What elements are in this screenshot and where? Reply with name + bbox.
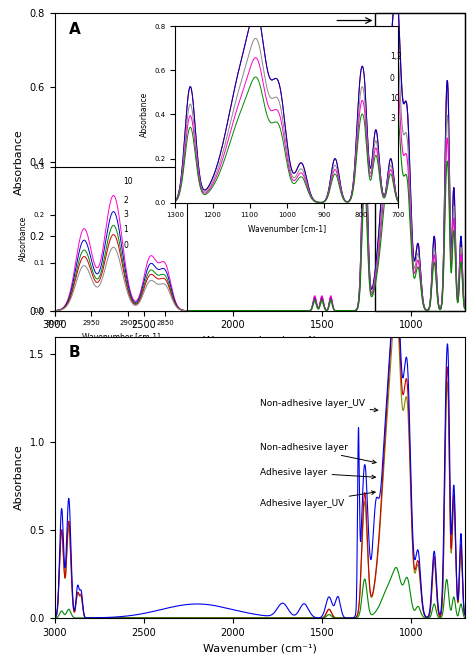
Text: Non-adhesive layer_UV: Non-adhesive layer_UV — [259, 399, 378, 411]
Text: 0: 0 — [374, 111, 379, 119]
Text: Adhesive layer: Adhesive layer — [259, 468, 375, 479]
X-axis label: Wavenumber [cm-1]: Wavenumber [cm-1] — [82, 332, 160, 341]
Bar — [375, 13, 465, 311]
Y-axis label: Absorbance: Absorbance — [19, 216, 28, 262]
Text: A: A — [69, 22, 81, 37]
Text: 10: 10 — [390, 94, 400, 103]
X-axis label: Wavenumber (cm⁻¹): Wavenumber (cm⁻¹) — [202, 644, 317, 653]
Y-axis label: Absorbance: Absorbance — [140, 92, 149, 137]
Text: 10: 10 — [374, 140, 384, 149]
Y-axis label: Absorbance: Absorbance — [14, 129, 24, 195]
Text: 3: 3 — [390, 114, 395, 123]
Text: 2: 2 — [123, 196, 128, 205]
Text: 3: 3 — [374, 170, 379, 179]
Text: B: B — [69, 345, 81, 360]
X-axis label: Wavenumber [cm-1]: Wavenumber [cm-1] — [248, 224, 326, 233]
Y-axis label: Absorbance: Absorbance — [14, 445, 24, 510]
Text: Adhesive layer_UV: Adhesive layer_UV — [259, 491, 375, 508]
Text: 10: 10 — [123, 177, 133, 186]
Text: 1,2: 1,2 — [390, 52, 402, 61]
Text: 0: 0 — [390, 75, 395, 83]
X-axis label: Wavenumber (cm⁻¹): Wavenumber (cm⁻¹) — [202, 336, 317, 346]
Text: Non-adhesive layer: Non-adhesive layer — [259, 443, 376, 464]
Text: 3: 3 — [123, 210, 128, 219]
Text: 0: 0 — [123, 241, 128, 250]
Text: 1: 1 — [123, 224, 128, 233]
Text: 1,2: 1,2 — [374, 80, 387, 90]
